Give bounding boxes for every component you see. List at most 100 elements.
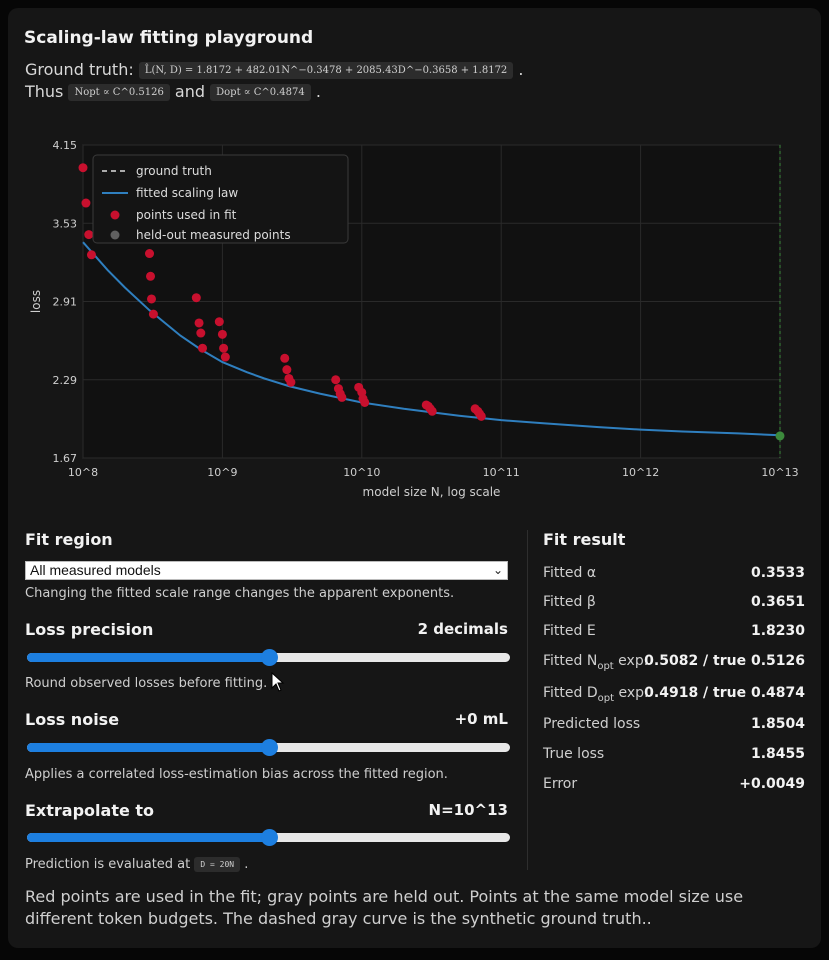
y-axis-label: loss	[29, 290, 43, 313]
slider-fill	[27, 653, 269, 662]
chevron-down-icon: ⌄	[492, 563, 503, 577]
result-value: 0.5082 / true 0.5126	[644, 653, 805, 669]
legend-label: held-out measured points	[136, 228, 291, 242]
legend-swatch-fit-points	[110, 210, 120, 220]
fit-region-help: Changing the fitted scale range changes …	[25, 586, 455, 601]
ground-truth-suffix: .	[518, 60, 524, 79]
slider-thumb[interactable]	[260, 739, 278, 756]
loss-precision-slider[interactable]	[27, 649, 510, 666]
fit-point	[280, 353, 290, 363]
extrapolate-title: Extrapolate to	[25, 801, 155, 820]
result-row-dopt: Fitted Dopt exp. 0.4918 / true 0.4874	[543, 685, 805, 707]
result-row-predicted: Predicted loss 1.8504	[543, 716, 805, 738]
y-tick-label: 2.91	[53, 296, 78, 309]
legend-label: points used in fit	[136, 208, 237, 222]
extrapolate-help-suffix: .	[244, 857, 249, 872]
result-value: 0.3651	[750, 594, 805, 610]
legend-label: fitted scaling law	[136, 186, 238, 200]
x-axis-label: model size N, log scale	[363, 485, 501, 499]
loss-noise-value: +0 mL	[454, 710, 508, 728]
label-sub: opt	[597, 660, 614, 672]
label-main: Fitted N	[543, 653, 598, 669]
fit-point	[191, 293, 201, 303]
ground-truth-line: Ground truth: L̂(N, D) = 1.8172 + 482.01…	[25, 60, 523, 79]
result-label: Error	[543, 776, 578, 792]
result-row-e: Fitted E 1.8230	[543, 623, 805, 645]
result-label: Fitted α	[543, 565, 597, 581]
slider-thumb[interactable]	[260, 649, 278, 666]
fit-point	[286, 377, 296, 387]
held-out-point	[775, 431, 785, 441]
x-tick-label: 10^12	[622, 466, 659, 479]
fit-region-select[interactable]: All measured models ⌄	[25, 561, 508, 580]
result-row-beta: Fitted β 0.3651	[543, 594, 805, 616]
result-value: 0.3533	[750, 565, 805, 581]
result-row-nopt: Fitted Nopt exp. 0.5082 / true 0.5126	[543, 653, 805, 675]
dopt-formula: Dopt ∝ C^0.4874	[210, 84, 311, 101]
result-label: Fitted E	[543, 623, 596, 639]
x-tick-label: 10^8	[68, 466, 98, 479]
nopt-formula: Nopt ∝ C^0.5126	[68, 84, 170, 101]
scaling-law-chart: 1.67 2.29 2.91 3.53 4.15 10^8 10^9 10^10 10^11 10…	[29, 139, 799, 499]
fit-point	[78, 163, 88, 173]
y-tick-label: 1.67	[53, 452, 78, 465]
slider-thumb[interactable]	[260, 829, 278, 846]
label-sub: opt	[597, 692, 615, 704]
y-tick-label: 3.53	[53, 217, 78, 230]
ground-truth-prefix: Ground truth:	[25, 60, 134, 79]
fit-point	[214, 317, 224, 327]
fit-region-title: Fit region	[25, 530, 113, 549]
x-tick-label: 10^9	[207, 466, 237, 479]
result-label: Fitted β	[543, 594, 596, 610]
x-tick-label: 10^13	[761, 466, 798, 479]
footer-note: Red points are used in the fit; gray poi…	[25, 887, 744, 928]
fit-point	[282, 365, 292, 375]
result-value: 1.8230	[750, 623, 805, 639]
label-tail: exp.	[614, 685, 649, 701]
fit-point	[196, 328, 206, 338]
fit-point	[360, 397, 370, 407]
fit-point	[194, 318, 204, 328]
label-main: Fitted D	[543, 685, 598, 701]
result-label: Fitted Nopt exp.	[543, 653, 648, 672]
fit-point	[337, 392, 347, 402]
result-row-true: True loss 1.8455	[543, 746, 805, 768]
result-value: 0.4918 / true 0.4874	[644, 685, 805, 701]
y-tick-label: 2.29	[53, 374, 78, 387]
x-tick-label: 10^11	[483, 466, 520, 479]
fit-point	[198, 343, 208, 353]
legend-label: ground truth	[136, 164, 212, 178]
result-row-alpha: Fitted α 0.3533	[543, 565, 805, 587]
page-title: Scaling-law fitting playground	[24, 28, 314, 48]
fit-point	[84, 230, 94, 240]
fit-region-selected: All measured models	[30, 562, 161, 578]
x-tick-label: 10^10	[343, 466, 380, 479]
result-value: +0.0049	[739, 776, 805, 792]
loss-noise-title: Loss noise	[25, 710, 120, 729]
thus-prefix: Thus	[25, 82, 64, 101]
loss-noise-help: Applies a correlated loss-estimation bia…	[25, 767, 448, 782]
loss-precision-value: 2 decimals	[417, 620, 508, 638]
slider-fill	[27, 743, 269, 752]
ground-truth-formula: L̂(N, D) = 1.8172 + 482.01N^−0.3478 + 20…	[138, 62, 514, 79]
extrapolate-slider[interactable]	[27, 829, 510, 846]
loss-precision-help: Round observed losses before fitting.	[25, 676, 268, 691]
extrapolate-help-code: D = 20N	[194, 857, 241, 872]
fit-point	[220, 352, 230, 362]
thus-line: Thus Nopt ∝ C^0.5126 and Dopt ∝ C^0.4874…	[25, 82, 321, 101]
fit-point	[148, 309, 158, 319]
and-text: and	[174, 82, 206, 101]
slider-fill	[27, 833, 269, 842]
fit-point	[476, 411, 486, 421]
label-tail: exp.	[613, 653, 649, 669]
loss-noise-slider[interactable]	[27, 739, 510, 756]
fit-point	[146, 271, 156, 281]
fit-point	[217, 329, 227, 339]
fit-result-title: Fit result	[543, 530, 626, 549]
fit-point	[86, 250, 96, 260]
fit-point	[145, 249, 155, 259]
result-value: 1.8504	[750, 716, 805, 732]
fit-point	[219, 343, 229, 353]
legend-swatch-held-out	[110, 230, 120, 240]
loss-precision-title: Loss precision	[25, 620, 154, 639]
